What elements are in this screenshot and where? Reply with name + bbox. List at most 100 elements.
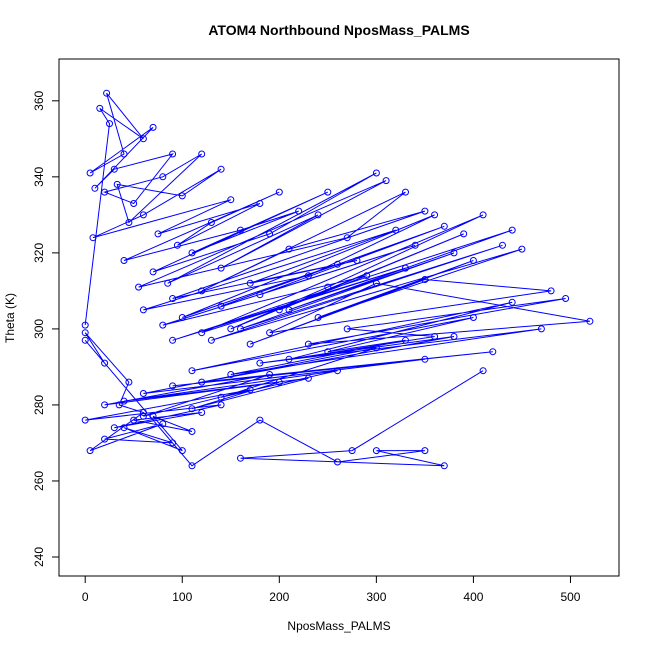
data-point [440,462,448,470]
data-point [237,454,244,462]
data-point [139,412,147,420]
data-point [198,329,206,337]
data-point [256,200,264,207]
data-point [469,314,477,321]
series-line [84,92,590,467]
data-point [304,374,312,382]
data-point [469,257,477,264]
y-axis: 240 260 280 300 320 340 360 [32,90,59,567]
data-point [440,222,448,230]
data-point [115,401,123,409]
data-point [198,287,206,295]
data-point [120,397,128,405]
data-point [178,314,186,321]
data-point [101,188,109,196]
data-point [547,287,555,295]
data-point [139,135,147,143]
data-point [489,348,497,356]
y-tick-label: 240 [32,547,46,567]
data-point [431,211,439,219]
data-point [149,123,157,131]
data-point [159,321,167,329]
data-point [421,207,429,215]
data-point [348,447,356,455]
data-point [295,207,303,215]
y-axis-title: Theta (K) [3,293,17,343]
data-point [392,226,400,234]
data-point [91,184,99,192]
y-tick-label: 360 [32,90,46,110]
data-point [508,298,516,306]
data-point [188,462,196,470]
data-point [139,306,147,314]
data-point [562,295,570,302]
data-point [169,439,177,447]
data-point [285,245,293,253]
data-point [314,314,322,321]
data-point [101,359,109,367]
data-point [275,306,283,314]
data-point [86,447,94,455]
data-point [237,325,244,333]
data-point [227,196,235,204]
data-point [479,367,487,375]
data-point [285,355,293,363]
data-point [304,272,312,280]
x-axis: 0 100 200 300 400 500 [82,576,581,604]
data-point [207,336,215,344]
data-point [266,230,274,238]
data-point [103,89,111,97]
data-point [227,371,235,378]
data-point [101,401,109,409]
data-point [207,219,215,226]
data-point [217,393,225,401]
data-point [537,325,545,333]
data-point [169,150,177,158]
data-point [198,409,206,416]
data-point [164,279,172,287]
data-point [450,249,458,257]
data-point [188,367,196,375]
chart-title: ATOM4 Northbound NposMass_PALMS [208,22,469,38]
data-point [266,371,274,378]
x-tick-label: 300 [366,590,386,604]
data-point [372,447,380,455]
data-point [431,333,439,340]
data-point [256,416,264,424]
data-point [479,211,487,219]
data-point [285,306,293,314]
data-point [256,291,264,299]
data-point [237,226,244,234]
data-point [217,264,225,272]
data-point [334,458,341,466]
data-point [106,120,113,128]
x-tick-label: 500 [560,590,580,604]
x-tick-label: 400 [463,590,483,604]
data-point [246,340,254,348]
data-point [120,424,128,432]
data-point [402,188,409,196]
data-point [460,230,468,238]
data-point [178,192,186,200]
data-point [217,165,225,173]
data-point [508,226,516,234]
data-point [173,241,181,249]
data-point [586,317,594,325]
y-tick-label: 260 [32,471,46,491]
data-point [363,272,371,280]
data-point [372,169,380,177]
x-tick-label: 200 [269,590,289,604]
data-point [113,180,121,188]
data-point [518,245,526,253]
data-point [178,447,186,455]
data-point [372,344,380,352]
data-point [139,211,147,219]
data-point [130,416,138,424]
y-tick-label: 340 [32,167,46,187]
data-series [81,89,594,470]
data-point [120,257,128,264]
data-point [188,428,196,435]
data-point [217,302,225,310]
data-point [110,424,118,432]
